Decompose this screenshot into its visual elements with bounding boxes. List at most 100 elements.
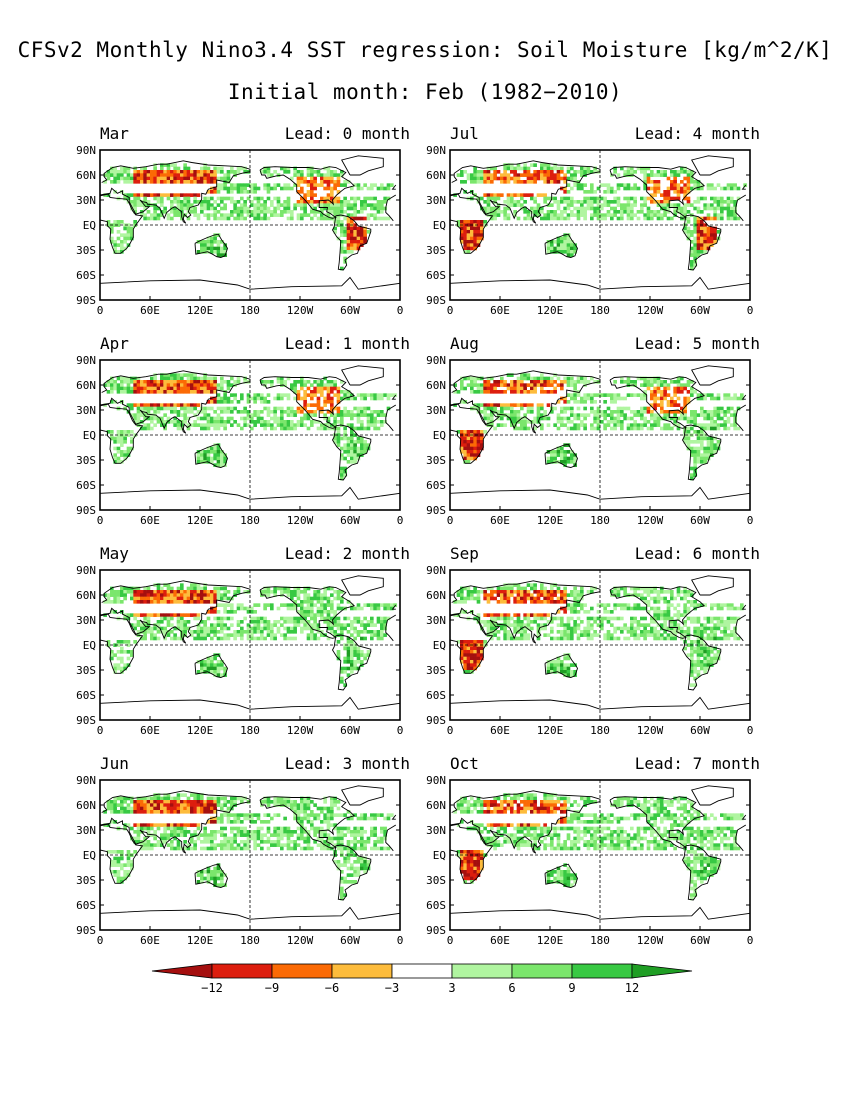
data-cell <box>470 383 474 387</box>
data-cell <box>110 226 114 231</box>
data-cell <box>256 213 261 217</box>
data-cell <box>320 200 324 204</box>
data-cell <box>340 436 344 441</box>
y-tick-label: 60S <box>76 689 96 702</box>
data-cell <box>263 213 267 217</box>
data-cell <box>343 626 347 631</box>
data-cell <box>223 456 227 461</box>
data-cell <box>476 613 481 617</box>
data-cell <box>360 200 364 204</box>
data-cell <box>226 610 231 614</box>
data-cell <box>553 666 557 671</box>
data-cell <box>110 230 114 234</box>
data-cell <box>300 380 304 384</box>
data-cell <box>693 460 697 464</box>
data-cell <box>650 186 654 191</box>
data-cell <box>486 413 491 417</box>
data-cell <box>130 593 134 597</box>
data-cell <box>330 620 334 624</box>
data-cell <box>673 173 677 177</box>
data-cell <box>273 620 277 624</box>
x-tick-label: 60W <box>690 304 710 317</box>
data-cell <box>150 173 154 177</box>
data-cell <box>180 616 184 621</box>
data-cell <box>306 610 311 614</box>
data-cell <box>246 213 251 217</box>
data-cell <box>510 616 514 621</box>
data-cell <box>703 460 707 464</box>
data-cell <box>653 200 657 204</box>
data-cell <box>626 426 631 431</box>
data-cell <box>166 180 171 184</box>
data-cell <box>613 423 617 427</box>
data-cell <box>280 210 284 214</box>
data-cell <box>123 406 127 411</box>
data-cell <box>473 220 477 224</box>
data-cell <box>603 413 607 417</box>
data-cell <box>696 436 701 441</box>
data-cell <box>306 586 311 591</box>
data-cell <box>233 633 237 637</box>
data-cell <box>696 433 701 437</box>
data-cell <box>550 450 554 454</box>
data-cell <box>240 203 244 207</box>
data-cell <box>320 386 324 391</box>
data-cell <box>246 423 251 427</box>
data-cell <box>356 660 361 664</box>
data-cell <box>590 213 594 217</box>
data-cell <box>260 620 264 624</box>
data-cell <box>683 410 687 414</box>
data-cell <box>586 380 591 384</box>
data-cell <box>696 210 701 214</box>
data-cell <box>726 396 731 401</box>
data-cell <box>220 396 224 401</box>
data-cell <box>240 396 244 401</box>
data-cell <box>283 186 287 191</box>
x-tick-label: 120W <box>637 514 664 527</box>
data-cell <box>310 173 314 177</box>
data-cell <box>566 203 571 207</box>
data-cell <box>216 396 221 401</box>
data-cell <box>543 600 547 604</box>
data-cell <box>210 596 214 601</box>
data-cell <box>143 593 147 597</box>
data-cell <box>276 203 281 207</box>
data-cell <box>550 250 554 254</box>
data-cell <box>290 210 294 214</box>
data-cell <box>463 230 467 234</box>
data-cell <box>306 633 311 637</box>
data-cell <box>196 200 201 204</box>
data-cell <box>116 176 121 181</box>
data-cell <box>356 653 361 657</box>
data-cell <box>153 626 157 631</box>
data-cell <box>153 416 157 421</box>
data-cell <box>200 663 204 667</box>
data-cell <box>220 186 224 191</box>
data-cell <box>526 596 531 601</box>
data-cell <box>373 216 377 221</box>
data-cell <box>543 196 547 201</box>
data-cell <box>466 376 471 381</box>
data-cell <box>260 206 264 211</box>
data-cell <box>503 423 507 427</box>
data-cell <box>573 396 577 401</box>
data-cell <box>610 396 614 401</box>
data-cell <box>376 606 381 611</box>
data-cell <box>226 170 231 174</box>
data-cell <box>316 630 321 634</box>
data-cell <box>563 453 567 457</box>
data-cell <box>263 400 267 404</box>
data-cell <box>186 176 191 181</box>
data-cell <box>643 393 647 397</box>
data-cell <box>463 246 467 251</box>
data-cell <box>330 190 334 194</box>
data-cell <box>250 203 254 207</box>
data-cell <box>206 203 211 207</box>
data-cell <box>340 473 344 477</box>
data-cell <box>566 383 571 387</box>
data-cell <box>693 216 697 221</box>
data-cell <box>660 216 664 221</box>
data-cell <box>230 400 234 404</box>
data-cell <box>556 586 561 591</box>
data-cell <box>263 420 267 424</box>
